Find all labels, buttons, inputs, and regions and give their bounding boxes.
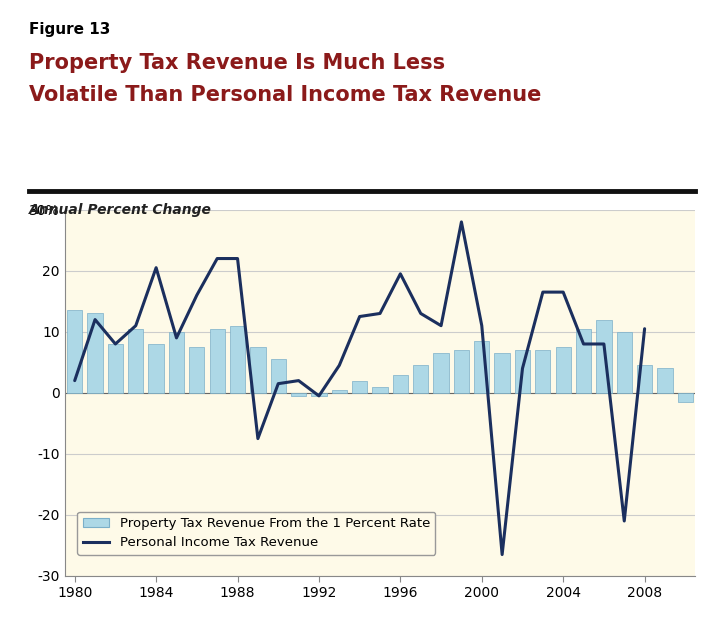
Bar	[311, 393, 326, 396]
Text: Volatile Than Personal Income Tax Revenue: Volatile Than Personal Income Tax Revenu…	[29, 85, 541, 105]
Bar	[148, 344, 163, 393]
Bar	[495, 353, 510, 393]
Bar	[209, 329, 225, 393]
Bar	[230, 326, 245, 393]
Bar	[189, 347, 204, 393]
Bar	[128, 329, 143, 393]
Bar	[597, 319, 612, 393]
Bar	[87, 314, 103, 393]
Bar	[535, 350, 551, 393]
Bar	[168, 332, 184, 393]
Bar	[270, 359, 286, 393]
Bar	[372, 387, 388, 393]
Bar	[332, 390, 347, 393]
Bar	[250, 347, 265, 393]
Bar	[67, 310, 82, 393]
Bar	[657, 368, 673, 393]
Text: Figure 13: Figure 13	[29, 22, 110, 37]
Bar	[291, 393, 306, 396]
Bar	[576, 329, 592, 393]
Bar	[393, 374, 408, 393]
Bar	[678, 393, 693, 402]
Bar	[434, 353, 449, 393]
Bar	[413, 366, 428, 393]
Bar	[108, 344, 123, 393]
Bar	[556, 347, 571, 393]
Bar	[352, 381, 367, 393]
Bar	[617, 332, 632, 393]
Text: Annual Percent Change: Annual Percent Change	[29, 203, 212, 217]
Text: Property Tax Revenue Is Much Less: Property Tax Revenue Is Much Less	[29, 53, 445, 73]
Bar	[474, 341, 490, 393]
Bar	[454, 350, 469, 393]
Bar	[637, 366, 652, 393]
Bar	[515, 350, 530, 393]
Legend: Property Tax Revenue From the 1 Percent Rate, Personal Income Tax Revenue: Property Tax Revenue From the 1 Percent …	[77, 511, 435, 555]
